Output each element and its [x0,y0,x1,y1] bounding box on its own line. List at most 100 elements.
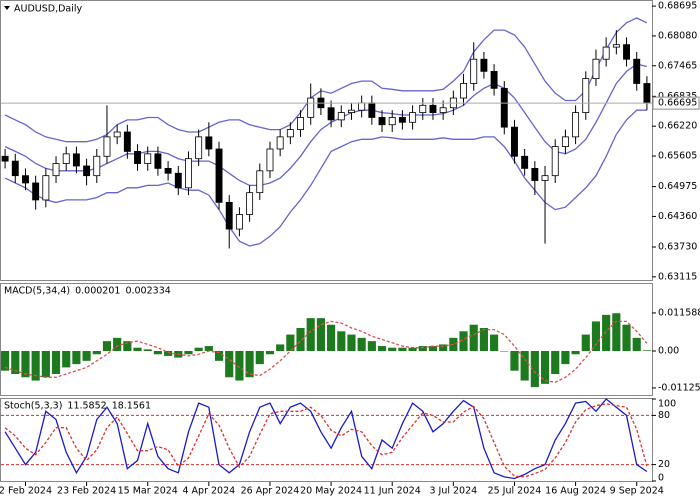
macd-bar [571,350,580,355]
candle-body [409,112,417,123]
candle-body [1,155,9,162]
candle-body [327,107,335,121]
macd-bar [602,314,611,351]
macd-signal [4,320,648,383]
macd-bar [133,347,142,351]
price-tag [652,96,700,110]
stoch-d [4,403,648,478]
y-tick-label: 0.68695 [658,1,697,12]
band-upper [4,17,648,143]
candle-body [93,155,101,177]
macd-bar [530,350,539,388]
macd-bar [327,324,336,351]
candle-body [531,167,539,181]
macd-bar [276,344,285,351]
price-panel [0,0,653,281]
stoch-panel [0,398,653,482]
macd-bar [214,350,224,361]
candle-body [154,153,162,169]
macd-bar [255,350,264,365]
macd-bar [194,347,203,351]
candle-body [103,136,111,157]
candle-body [276,136,284,150]
candle-body [521,155,529,169]
macd-bar [510,350,519,371]
candle-body [297,117,304,130]
y-tick-label: 100 [658,399,676,410]
macd-bar [184,350,193,355]
macd-bar [316,318,325,351]
candle-body [164,167,172,174]
x-tick-label: 4 Apr 2024 [182,486,235,497]
candle-body [205,136,213,150]
x-tick-label: 25 Jul 2024 [488,486,542,497]
y-tick-label: 0.00 [658,345,679,356]
macd-bar [439,344,448,351]
candle-body [592,58,600,80]
macd-bar [82,350,91,361]
macd-bar [459,331,468,351]
menu-arrow [4,6,10,10]
candle-body [256,170,264,194]
candle-body [398,117,406,123]
macd-bar [581,334,590,351]
candle-body [83,165,91,177]
macd-bar [540,350,550,384]
macd-bar [561,350,570,365]
indicator-header: 0.002334 [125,286,170,297]
candle-body [113,131,121,138]
macd-bar [153,350,162,355]
y-tick-label: 0.63115 [658,271,697,282]
macd-bar [428,346,438,351]
candle-body [134,151,141,164]
candle-body [439,107,447,113]
macd-bar [520,350,529,381]
macd-bar [408,347,417,351]
candle-body [602,46,610,60]
x-tick-label: 11 Jun 2024 [364,486,421,497]
candle-body [185,158,192,189]
x-tick-label: 3 Jul 2024 [429,486,477,497]
candle-body [337,112,345,121]
candle-body [266,148,274,172]
macd-bar [265,350,275,355]
macd-bar [296,328,305,351]
x-tick-label: 20 May 2024 [300,486,362,497]
candle-body [470,58,478,84]
candle-body [348,109,355,113]
macd-bar [347,334,356,351]
y-tick-label: 0.65605 [658,151,697,162]
candle-body [429,104,437,113]
candle-body [388,117,396,126]
x-tick-label: 15 Mar 2024 [118,486,178,497]
candle-body [572,112,580,138]
x-tick-label: 2 Feb 2024 [0,486,52,497]
macd-bar [388,347,397,351]
macd-bar [102,341,112,351]
candle-body [72,153,80,167]
x-tick-label: 9 Sep 2024 [610,486,664,497]
candle-body [643,83,651,104]
macd-bar [21,350,30,378]
indicator-header: 18.1561 [112,401,151,412]
candle-body [633,58,641,84]
candle-body [195,136,203,160]
x-tick-label: 16 Aug 2024 [545,486,606,497]
candle-body [174,172,182,189]
y-tick-label: -0.011255 [658,382,700,393]
y-tick-label: 0.67465 [658,60,697,71]
indicator-header: 11.5852 [67,401,106,412]
indicator-header: MACD(5,34,4) [4,286,70,297]
y-tick-label: 0.64975 [658,181,697,192]
candle-body [490,70,498,89]
macd-bar [235,350,244,381]
macd-bar [591,321,601,351]
candle-body [419,104,427,113]
candle-body [358,102,366,111]
candle-body [500,87,508,128]
macd-bar [500,350,509,352]
candle-body [368,102,376,118]
macd-bar [1,350,10,371]
candle-body [62,153,70,164]
macd-bar [357,337,366,351]
